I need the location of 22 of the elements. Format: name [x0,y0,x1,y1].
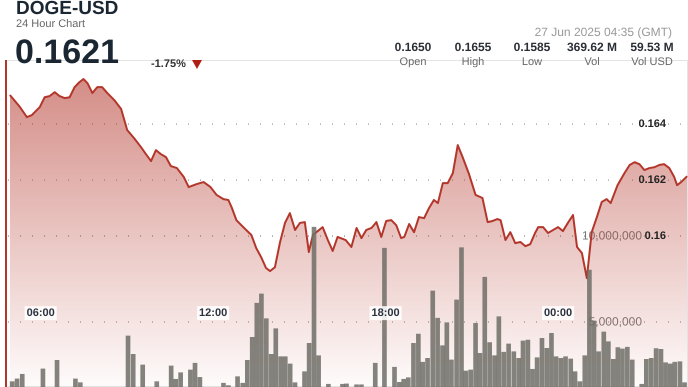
annotation: Open [398,56,428,68]
x-tick-label: 06:00 [26,307,55,320]
y-tick-label: 0.162 [638,174,666,186]
annotation: Vol USD [630,56,674,68]
text: 0.1585 [514,40,550,54]
annotation: High [460,56,486,68]
chart-subtitle: 24 Hour Chart [16,18,86,30]
y-tick-label: 0.164 [638,118,667,130]
chart-title: DOGE-USD [16,0,118,19]
annotation: Low [520,56,544,68]
x-tick-label: 18:00 [372,307,400,320]
text: 0.1655 [454,40,492,54]
annotation: Vol [583,56,601,68]
y-tick-label: 0.16 [644,230,666,242]
x-tick-label: 12:00 [199,307,228,320]
x-tick-label: 00:00 [544,307,572,320]
annotation: 0.1621 [15,33,119,72]
annotation: -1.75% [151,58,186,70]
text: 59.53 M [630,40,674,54]
text: 0.1650 [394,40,432,54]
text: 27 Jun 2025 04:35 (GMT) [534,25,672,39]
text: 369.62 M [566,40,618,54]
